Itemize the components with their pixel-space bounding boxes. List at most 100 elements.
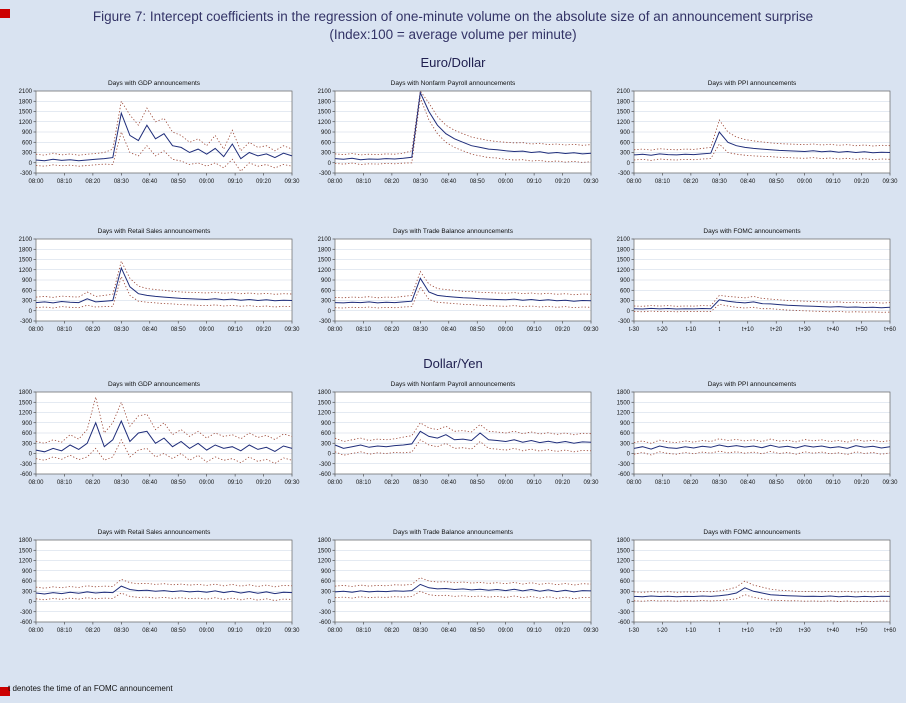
x-tick-label: 09:10 [527, 628, 543, 634]
series-intercept-coefficient [634, 131, 891, 156]
series-intercept-coefficient [35, 419, 292, 453]
x-tick-label: 08:20 [85, 628, 101, 634]
series-intercept-coefficient [35, 111, 292, 162]
plot-border [334, 539, 592, 623]
x-tick-label: 09:30 [883, 179, 899, 185]
y-tick-label: 900 [321, 130, 332, 136]
chart-canvas: Days with GDP announcements 1800 1500 1200 9… [18, 381, 300, 486]
y-tick-label: 2100 [18, 237, 32, 243]
x-tick-label: 09:00 [797, 179, 813, 185]
x-tick-label: t+10 [742, 628, 755, 634]
y-tick-label: 600 [620, 579, 631, 585]
chart-canvas: Days with Nonfarm Payroll announcements 1… [318, 381, 600, 486]
chart-days-with-fomc-announcements: Days with FOMC announcements 1800 1500 1200… [606, 525, 898, 645]
chart-canvas: Days with FOMC announcements 2100 1800 1500… [617, 228, 897, 333]
x-tick-label: 08:40 [142, 327, 158, 333]
x-tick-label: 09:10 [227, 327, 243, 333]
plot-border [334, 238, 592, 322]
x-tick-label: 09:30 [284, 327, 300, 333]
x-tick-label: 09:10 [227, 628, 243, 634]
series-upper-band [334, 90, 592, 156]
chart-days-with-gdp-announcements: Days with GDP announcements 1800 1500 1200 9… [8, 377, 300, 497]
y-tick-label: 1800 [617, 390, 631, 396]
series-upper-band [634, 119, 891, 151]
x-tick-label: 09:10 [527, 327, 543, 333]
x-tick-label: 08:20 [85, 179, 101, 185]
y-tick-label: 1500 [318, 548, 332, 554]
y-tick-label: 1800 [617, 99, 631, 105]
x-tick-label: 08:10 [655, 179, 671, 185]
series-intercept-coefficient [334, 91, 592, 161]
x-tick-label: 09:20 [256, 179, 272, 185]
x-tick-label: 08:00 [327, 480, 343, 486]
y-tick-label: 600 [321, 288, 332, 294]
chart-title: Days with Trade Balance announcements [393, 228, 514, 235]
y-tick-label: 1200 [18, 120, 32, 126]
x-tick-label: 08:40 [441, 179, 457, 185]
y-tick-label: 1500 [617, 400, 631, 406]
series-intercept-coefficient [334, 430, 592, 450]
y-tick-label: -600 [618, 472, 631, 478]
x-tick-label: 08:40 [441, 480, 457, 486]
x-tick-label: 08:40 [142, 480, 158, 486]
series-upper-band [35, 260, 292, 298]
y-tick-label: 300 [22, 589, 33, 595]
series-lower-band [35, 275, 292, 309]
figure-footnote: t denotes the time of an FOMC announceme… [8, 684, 173, 693]
series-intercept-coefficient [35, 585, 292, 595]
x-tick-label: 09:20 [256, 480, 272, 486]
x-tick-label: 08:30 [113, 179, 129, 185]
series-lower-band [634, 450, 891, 456]
chart-canvas: Days with FOMC announcements 1800 1500 1200… [617, 529, 897, 634]
red-marker-bottom [0, 687, 10, 696]
x-tick-label: 08:00 [28, 179, 44, 185]
y-tick-label: 300 [620, 589, 631, 595]
chart-title: Days with PPI announcements [708, 381, 797, 388]
x-tick-label: 08:00 [327, 628, 343, 634]
y-tick-label: -300 [319, 319, 332, 325]
figure-title-line2: (Index:100 = average volume per minute) [329, 26, 577, 42]
x-tick-label: 08:00 [327, 327, 343, 333]
y-tick-label: 300 [620, 151, 631, 157]
y-tick-label: 300 [321, 441, 332, 447]
chart-days-with-retail-sales-announcements: Days with Retail Sales announcements 1800… [8, 525, 300, 645]
y-tick-label: 2100 [617, 89, 631, 95]
x-tick-label: 08:40 [441, 327, 457, 333]
series-upper-band [334, 422, 592, 443]
x-tick-label: 08:20 [384, 327, 400, 333]
plot-border [35, 90, 293, 174]
x-tick-label: 08:40 [741, 179, 757, 185]
y-tick-label: 1200 [318, 411, 332, 417]
x-tick-label: 08:30 [113, 327, 129, 333]
x-tick-label: t-10 [686, 327, 697, 333]
y-tick-label: 1500 [617, 110, 631, 116]
chart-title: Days with Retail Sales announcements [97, 228, 210, 235]
series-lower-band [334, 97, 592, 165]
x-tick-label: 09:20 [555, 480, 571, 486]
x-tick-label: 09:00 [199, 327, 215, 333]
y-tick-label: -300 [319, 171, 332, 177]
y-tick-label: -300 [20, 610, 33, 616]
y-tick-label: 2100 [18, 89, 32, 95]
x-tick-label: 08:20 [384, 480, 400, 486]
x-tick-label: 09:30 [583, 480, 599, 486]
x-tick-label: 08:50 [170, 179, 186, 185]
series-upper-band [35, 578, 292, 589]
y-tick-label: 1500 [617, 258, 631, 264]
x-tick-label: 08:30 [413, 628, 429, 634]
series-lower-band [634, 143, 891, 161]
y-tick-label: 300 [321, 151, 332, 157]
y-tick-label: -300 [319, 462, 332, 468]
x-tick-label: 08:10 [57, 480, 73, 486]
chart-title: Days with Trade Balance announcements [393, 529, 514, 536]
y-tick-label: -600 [20, 620, 33, 626]
y-tick-label: 300 [22, 299, 33, 305]
x-tick-label: t+40 [828, 327, 841, 333]
y-tick-label: 1500 [18, 258, 32, 264]
plot-border [35, 238, 293, 322]
y-tick-label: 0 [28, 309, 32, 315]
y-tick-label: 900 [321, 278, 332, 284]
y-tick-label: 1800 [18, 99, 32, 105]
series-intercept-coefficient [35, 266, 292, 304]
y-tick-label: 0 [28, 600, 32, 606]
